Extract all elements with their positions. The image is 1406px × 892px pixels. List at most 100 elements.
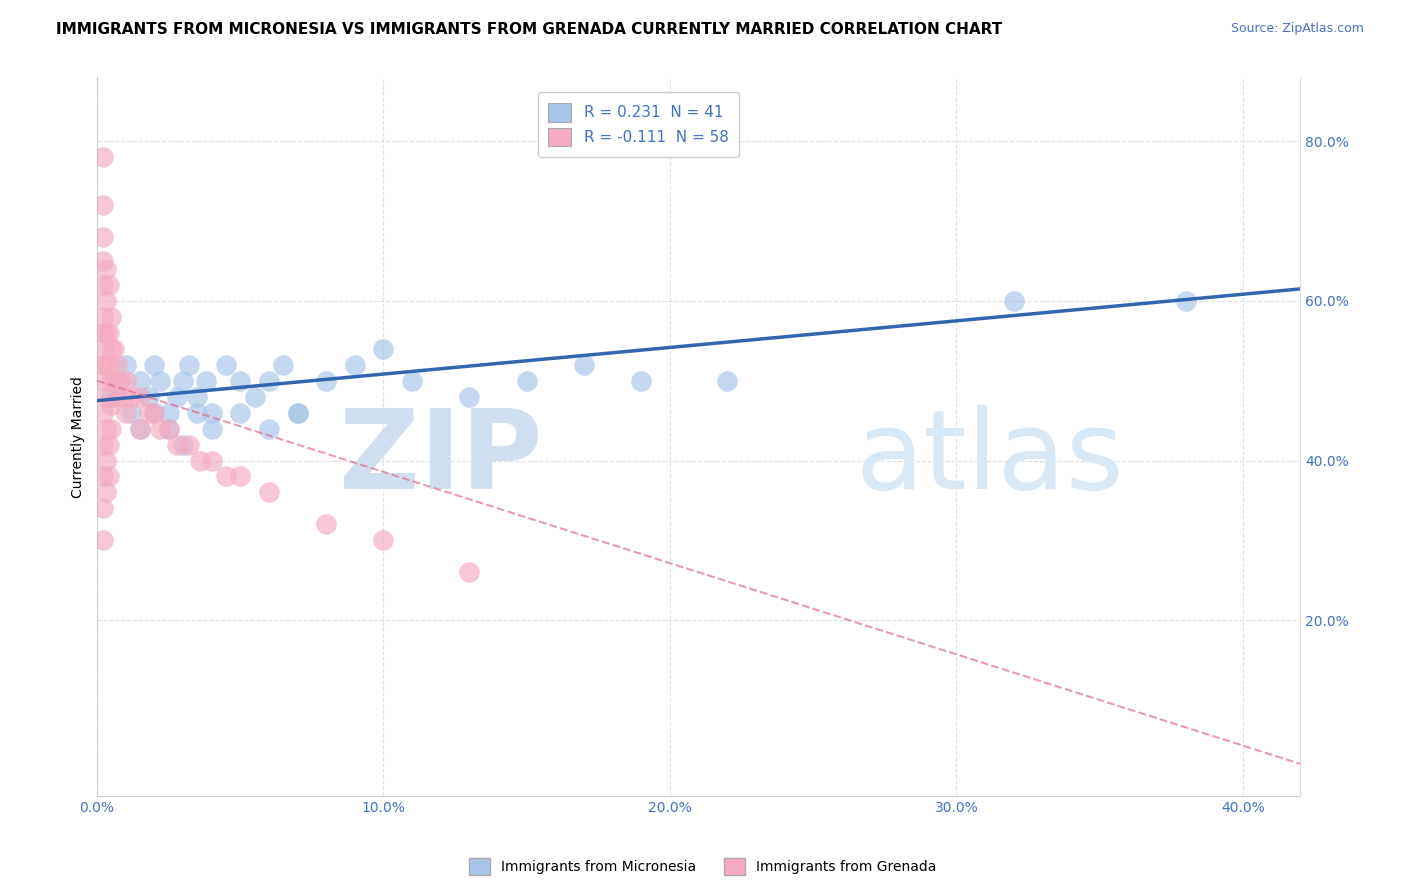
Point bbox=[114, 374, 136, 388]
Legend: Immigrants from Micronesia, Immigrants from Grenada: Immigrants from Micronesia, Immigrants f… bbox=[464, 853, 942, 880]
Point bbox=[91, 406, 114, 420]
Point bbox=[91, 150, 114, 164]
Point bbox=[243, 390, 266, 404]
Point bbox=[91, 533, 114, 548]
Point bbox=[91, 342, 114, 356]
Point bbox=[143, 406, 166, 420]
Point bbox=[91, 437, 114, 451]
Point bbox=[257, 421, 280, 435]
Point bbox=[91, 230, 114, 244]
Point bbox=[100, 374, 122, 388]
Point bbox=[149, 374, 172, 388]
Point bbox=[630, 374, 652, 388]
Point bbox=[94, 485, 117, 500]
Point bbox=[257, 374, 280, 388]
Point bbox=[186, 390, 208, 404]
Point bbox=[373, 533, 395, 548]
Point bbox=[157, 421, 180, 435]
Point bbox=[201, 406, 224, 420]
Point bbox=[108, 374, 131, 388]
Point bbox=[129, 374, 152, 388]
Point bbox=[97, 277, 120, 292]
Point bbox=[91, 254, 114, 268]
Point bbox=[129, 421, 152, 435]
Point bbox=[120, 390, 142, 404]
Point bbox=[458, 390, 481, 404]
Point bbox=[166, 437, 188, 451]
Point bbox=[100, 390, 122, 404]
Point bbox=[149, 421, 172, 435]
Point bbox=[120, 406, 142, 420]
Point bbox=[201, 453, 224, 467]
Point bbox=[343, 358, 366, 372]
Point bbox=[100, 310, 122, 324]
Point bbox=[111, 390, 134, 404]
Point bbox=[716, 374, 738, 388]
Point bbox=[157, 406, 180, 420]
Point bbox=[138, 406, 160, 420]
Point bbox=[97, 358, 120, 372]
Point bbox=[138, 390, 160, 404]
Point bbox=[458, 566, 481, 580]
Point bbox=[103, 342, 125, 356]
Text: ZIP: ZIP bbox=[339, 405, 543, 512]
Point bbox=[215, 358, 238, 372]
Point bbox=[91, 198, 114, 212]
Point bbox=[177, 437, 200, 451]
Point bbox=[172, 374, 194, 388]
Point bbox=[229, 469, 252, 483]
Point bbox=[91, 374, 114, 388]
Point bbox=[91, 358, 114, 372]
Point bbox=[373, 342, 395, 356]
Point bbox=[287, 406, 309, 420]
Point bbox=[129, 421, 152, 435]
Point bbox=[157, 421, 180, 435]
Point bbox=[103, 374, 125, 388]
Point bbox=[114, 406, 136, 420]
Point bbox=[215, 469, 238, 483]
Point bbox=[97, 437, 120, 451]
Point bbox=[91, 277, 114, 292]
Text: Source: ZipAtlas.com: Source: ZipAtlas.com bbox=[1230, 22, 1364, 36]
Point bbox=[287, 406, 309, 420]
Point bbox=[229, 406, 252, 420]
Point bbox=[114, 358, 136, 372]
Point bbox=[100, 398, 122, 412]
Point bbox=[108, 374, 131, 388]
Point bbox=[100, 342, 122, 356]
Point bbox=[201, 421, 224, 435]
Point bbox=[188, 453, 211, 467]
Point bbox=[143, 358, 166, 372]
Point bbox=[315, 374, 337, 388]
Point bbox=[91, 310, 114, 324]
Point bbox=[271, 358, 294, 372]
Point bbox=[97, 326, 120, 340]
Point bbox=[100, 421, 122, 435]
Text: IMMIGRANTS FROM MICRONESIA VS IMMIGRANTS FROM GRENADA CURRENTLY MARRIED CORRELAT: IMMIGRANTS FROM MICRONESIA VS IMMIGRANTS… bbox=[56, 22, 1002, 37]
Point bbox=[94, 421, 117, 435]
Legend: R = 0.231  N = 41, R = -0.111  N = 58: R = 0.231 N = 41, R = -0.111 N = 58 bbox=[537, 92, 740, 157]
Point bbox=[97, 469, 120, 483]
Point bbox=[516, 374, 538, 388]
Point bbox=[172, 437, 194, 451]
Point bbox=[572, 358, 595, 372]
Point bbox=[166, 390, 188, 404]
Point bbox=[129, 390, 152, 404]
Point bbox=[229, 374, 252, 388]
Point bbox=[1002, 293, 1025, 308]
Point bbox=[94, 453, 117, 467]
Point bbox=[91, 469, 114, 483]
Point bbox=[143, 406, 166, 420]
Point bbox=[105, 390, 128, 404]
Point bbox=[194, 374, 217, 388]
Point bbox=[94, 390, 117, 404]
Point bbox=[315, 517, 337, 532]
Point bbox=[94, 262, 117, 277]
Point bbox=[94, 326, 117, 340]
Point bbox=[177, 358, 200, 372]
Point bbox=[186, 406, 208, 420]
Point bbox=[1174, 293, 1197, 308]
Point bbox=[401, 374, 423, 388]
Point bbox=[94, 293, 117, 308]
Y-axis label: Currently Married: Currently Married bbox=[72, 376, 86, 498]
